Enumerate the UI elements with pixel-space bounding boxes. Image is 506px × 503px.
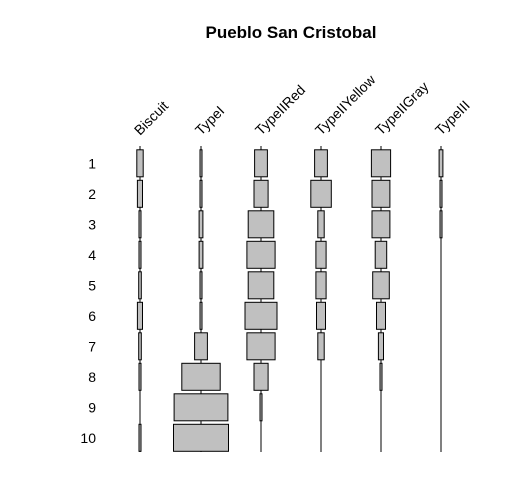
column-label-typeiired: TypeIIRed [252,82,308,138]
bar-typeiigray-row-8 [379,362,383,391]
bar-biscuit-row-1 [136,149,144,178]
row-label-1: 1 [88,155,96,171]
bar-typei-row-7 [194,332,208,361]
bar-typeiired-row-7 [246,332,276,361]
row-label-4: 4 [88,247,96,263]
row-labels: 1 2 3 4 5 6 7 8 9 10 [80,155,96,446]
bar-typeiiyellow-row-3 [317,210,325,239]
bar-biscuit-row-5 [138,271,142,300]
data-bars [136,149,444,452]
bar-typeiiyellow-row-1 [314,149,328,178]
bar-typeiigray-row-5 [372,271,390,300]
column-label-typei: TypeI [192,103,228,139]
bar-biscuit-row-2 [136,179,143,208]
chart-title: Pueblo San Cristobal [206,23,377,42]
row-label-9: 9 [88,399,96,415]
column-label-biscuit: Biscuit [131,98,172,139]
bar-typeiiyellow-row-2 [310,179,332,208]
bar-typeiii-row-1 [438,149,444,178]
bar-biscuit-row-7 [138,332,142,361]
bar-typeiiyellow-row-6 [316,301,326,330]
bar-typeiigray-row-1 [370,149,392,178]
bar-typeiired-row-9 [259,393,263,422]
bar-typeiiyellow-row-7 [317,332,325,361]
bar-typeiiyellow-row-4 [315,240,327,269]
column-label-typeiiyellow: TypeIIYellow [312,71,379,138]
bar-biscuit-row-8 [138,362,142,391]
bar-typeiii-row-3 [439,210,443,239]
row-label-10: 10 [80,430,96,446]
bar-typei-row-5 [199,271,203,300]
bar-biscuit-row-4 [138,240,142,269]
row-label-6: 6 [88,308,96,324]
bar-biscuit-row-6 [136,301,143,330]
bar-typei-row-3 [198,210,204,239]
bar-typeiigray-row-2 [371,179,391,208]
bar-typeiired-row-5 [247,271,275,300]
row-label-3: 3 [88,216,96,232]
bar-typei-row-2 [199,179,203,208]
bar-typeiigray-row-4 [374,240,388,269]
bar-typeiired-row-2 [253,179,269,208]
bar-typei-row-6 [199,301,203,330]
bar-typeiired-row-1 [254,149,268,178]
bar-biscuit-row-3 [138,210,142,239]
bar-typeiiyellow-row-5 [315,271,327,300]
row-label-8: 8 [88,369,96,385]
bar-typei-row-10 [173,423,229,452]
bar-typeiii-row-2 [439,179,443,208]
bar-typeiigray-row-6 [376,301,386,330]
bar-typei-row-4 [198,240,204,269]
bar-typeiigray-row-7 [377,332,384,361]
bar-typei-row-9 [173,393,229,422]
row-label-5: 5 [88,277,96,293]
column-label-typeiii: TypeIII [432,97,473,138]
bar-biscuit-row-10 [138,423,142,452]
row-label-2: 2 [88,186,96,202]
bar-typeiired-row-8 [253,362,269,391]
column-label-typeiigray: TypeIIGray [372,78,432,138]
row-label-7: 7 [88,338,96,354]
bar-typeiigray-row-3 [371,210,391,239]
bar-typeiired-row-3 [247,210,275,239]
bar-typei-row-8 [181,362,221,391]
column-labels: Biscuit TypeI TypeIIRed TypeIIYellowTypeIIG… [131,71,473,138]
bar-typei-row-1 [199,149,203,178]
bar-typeiired-row-6 [244,301,278,330]
bar-typeiired-row-4 [246,240,276,269]
